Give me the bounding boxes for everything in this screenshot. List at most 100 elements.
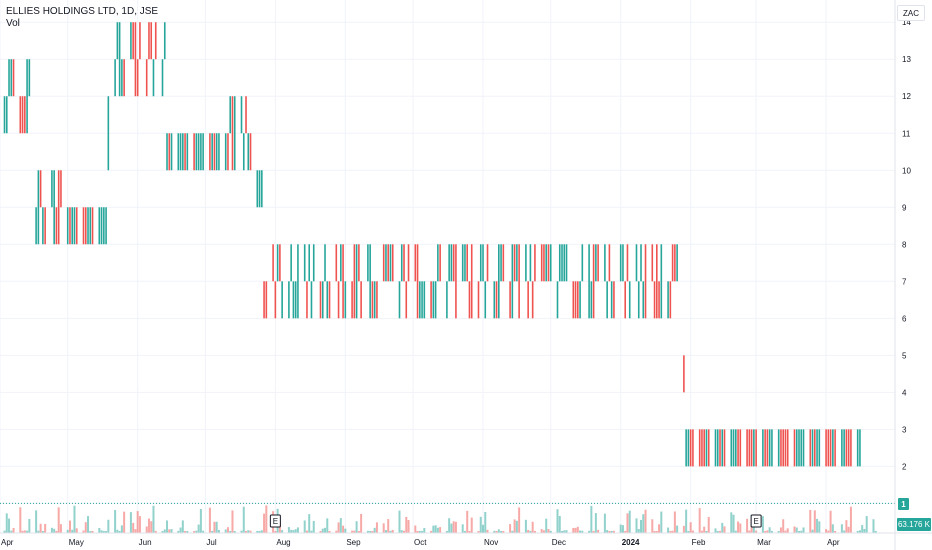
- volume-bar: [233, 530, 236, 533]
- volume-bar: [856, 530, 859, 533]
- last-price-tag: 1: [898, 498, 909, 510]
- volume-bar: [405, 516, 408, 533]
- volume-bar: [500, 530, 503, 533]
- volume-bar: [518, 507, 521, 533]
- volume-bar: [594, 513, 597, 533]
- volume-bar: [59, 524, 62, 533]
- volume-bar: [116, 529, 119, 533]
- volume-bar: [28, 518, 31, 533]
- volume-bar: [509, 524, 512, 533]
- earnings-marker-label: E: [753, 517, 758, 526]
- volume-legend-label[interactable]: Vol: [6, 18, 20, 29]
- volume-bar: [816, 518, 819, 533]
- volume-bar: [872, 519, 875, 533]
- volume-bar: [41, 530, 44, 533]
- volume-bar: [786, 528, 789, 533]
- volume-bar: [610, 530, 613, 533]
- volume-bar: [89, 530, 92, 533]
- time-axis[interactable]: Apr May Jun Jul Aug Sep Oct Nov Dec 2024 Feb Mar Apr: [1, 538, 840, 547]
- volume-bar: [434, 525, 437, 533]
- volume-bar: [105, 530, 108, 533]
- volume-bar: [21, 530, 24, 533]
- volume-bar: [608, 531, 611, 533]
- volume-bar: [874, 530, 877, 533]
- volume-bar: [682, 525, 685, 533]
- volume-bar: [603, 513, 606, 533]
- volume-bar: [707, 516, 710, 533]
- volume-bar: [213, 521, 216, 533]
- volume-bar: [834, 530, 837, 533]
- volume-bar: [597, 529, 600, 533]
- volume-bar: [660, 511, 663, 533]
- volume-bar: [479, 516, 482, 533]
- time-tick-label: Aug: [276, 538, 290, 547]
- volume-bar: [858, 530, 861, 533]
- volume-bar: [768, 527, 771, 533]
- currency-badge[interactable]: ZAC: [897, 5, 925, 21]
- volume-bar: [439, 527, 442, 533]
- volume-bar: [515, 520, 518, 533]
- earnings-marker: [750, 514, 762, 528]
- volume-bar: [321, 528, 324, 533]
- volume-bar: [118, 530, 121, 533]
- volume-bar: [813, 510, 816, 533]
- volume-bar: [770, 530, 773, 533]
- volume-bar: [166, 520, 169, 533]
- volume-bar: [5, 513, 8, 533]
- volume-bar: [777, 530, 780, 533]
- volume-bar: [265, 505, 268, 533]
- volume-bar: [389, 530, 392, 533]
- volume-bar: [527, 529, 530, 533]
- time-tick-label: 2024: [622, 538, 640, 547]
- volume-bar: [136, 511, 139, 533]
- price-tick-label: 9: [902, 203, 907, 212]
- volume-bar: [150, 521, 153, 533]
- volume-bar: [274, 530, 277, 533]
- volume-bar: [328, 530, 331, 533]
- chart-legend: ELLIES HOLDINGS LTD, 1D, JSE Vol: [6, 6, 158, 30]
- volume-bar: [418, 530, 421, 533]
- volume-bar: [784, 530, 787, 533]
- time-tick-label: Jun: [139, 538, 152, 547]
- volume-bar: [66, 529, 69, 533]
- volume-bar: [669, 530, 672, 533]
- volume-bar: [134, 529, 137, 533]
- price-tick-label: 2: [902, 462, 907, 471]
- volume-bar: [529, 530, 532, 533]
- volume-bar: [468, 530, 471, 533]
- volume-bar: [671, 530, 674, 533]
- volume-bar: [177, 530, 180, 533]
- volume-bar: [755, 530, 758, 533]
- volume-bar: [421, 530, 424, 533]
- volume-bar: [3, 530, 6, 533]
- volume-bar: [619, 524, 622, 533]
- volume-bar: [71, 529, 74, 533]
- volume-bar: [689, 522, 692, 533]
- volume-bar: [339, 518, 342, 533]
- volume-bar: [305, 530, 308, 533]
- volume-bar: [721, 522, 724, 533]
- volume-bar: [540, 529, 543, 533]
- volume-bar: [779, 527, 782, 533]
- time-tick-label: Apr: [1, 538, 14, 547]
- time-tick-label: Nov: [484, 538, 498, 547]
- volume-bar: [687, 530, 690, 533]
- volume-bar: [547, 529, 550, 533]
- price-tick-label: 12: [902, 92, 911, 101]
- volume-bar: [240, 530, 243, 533]
- volume-bar: [55, 530, 58, 533]
- volume-bar: [739, 523, 742, 533]
- symbol-title[interactable]: ELLIES HOLDINGS LTD, 1D, JSE: [6, 6, 159, 17]
- volume-bar: [450, 523, 453, 533]
- price-axis[interactable]: 1234567891011121314: [902, 18, 911, 508]
- volume-bar: [26, 530, 29, 533]
- volume-bar: [84, 522, 87, 533]
- volume-bar: [486, 529, 489, 533]
- volume-bar: [37, 530, 40, 533]
- volume-bar: [511, 530, 514, 533]
- volume-bar: [163, 529, 166, 533]
- volume-bar: [533, 530, 536, 533]
- volume-bar: [700, 530, 703, 533]
- volume-bar: [818, 521, 821, 533]
